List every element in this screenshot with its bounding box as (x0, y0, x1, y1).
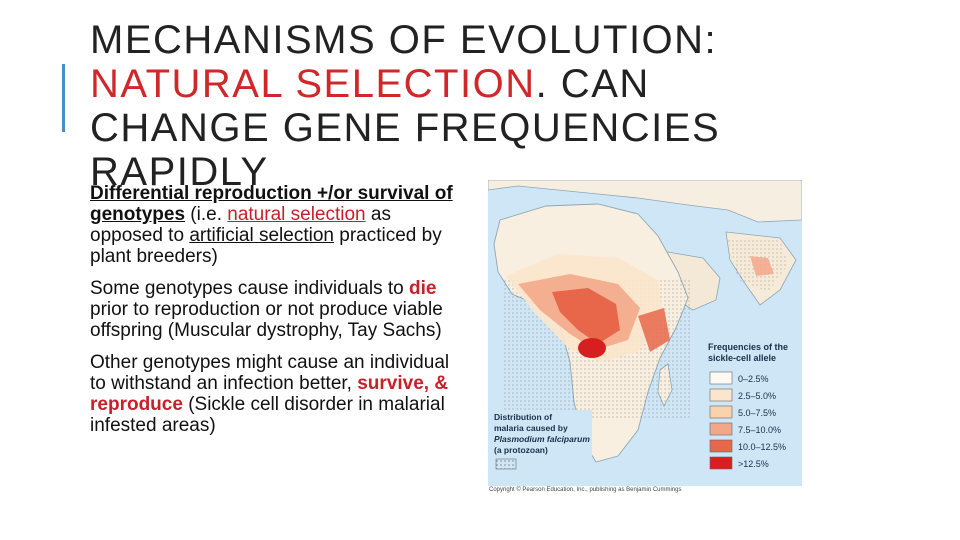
sickle-cell-legend: 0–2.5% 2.5–5.0% 5.0–7.5% 7.5–10.0% 10.0–12.5… (709, 371, 786, 470)
p2-text-1: Some genotypes cause individuals to (90, 278, 409, 299)
title-line-3: CHANGE GENE FREQUENCIES (90, 106, 721, 150)
p2-text-2: prior to reproduction or not produce via… (90, 299, 443, 341)
legend-label: 7.5–10.0% (738, 425, 781, 435)
p1-text-1: (i.e. (185, 204, 228, 225)
legend-title-box (704, 340, 802, 366)
legend-label: 0–2.5% (738, 374, 769, 384)
artificial-selection-term: artificial selection (189, 225, 334, 246)
legend-swatch (709, 405, 733, 419)
malaria-caption-line-4: (a protozoan) (494, 445, 548, 455)
slide-title: MECHANISMS OF EVOLUTION: NATURAL SELECTI… (90, 18, 790, 194)
legend-swatch (709, 422, 733, 436)
figure-copyright: Copyright © Pearson Education, Inc., pub… (489, 487, 682, 493)
freq-india-spot (750, 256, 774, 276)
p3-text-2: (Sickle cell disorder in malarial infest… (90, 394, 445, 436)
freq-band-east (638, 308, 670, 352)
malaria-caption-line-2: malaria caused by (494, 423, 568, 433)
legend-label: 10.0–12.5% (738, 442, 786, 452)
title-natural-selection: NATURAL SELECTION (90, 62, 536, 106)
p1-text-2: as opposed to (90, 204, 391, 246)
legend-label: >12.5% (738, 459, 769, 469)
body-text: Differential reproduction +/or survival … (90, 183, 460, 447)
legend-swatch (709, 439, 733, 453)
paragraph-differential-reproduction: Differential reproduction +/or survival … (90, 183, 460, 267)
freq-band-max (578, 338, 606, 358)
legend-swatch (709, 371, 733, 385)
legend-swatch (709, 388, 733, 402)
p1-text-3: practiced by plant breeders) (90, 225, 442, 267)
survive-reproduce-term: survive, & reproduce (90, 373, 449, 415)
paragraph-genotypes-die: Some genotypes cause individuals to die … (90, 278, 460, 341)
legend-label: 2.5–5.0% (738, 391, 776, 401)
malaria-swatch (495, 458, 517, 470)
legend-swatch (709, 456, 733, 470)
legend-label: 5.0–7.5% (738, 408, 776, 418)
die-term: die (408, 278, 437, 299)
differential-reproduction-term: Differential reproduction +/or survival … (90, 183, 453, 225)
legend-title-line-1: Frequencies of the (708, 342, 788, 352)
land-europe-asia (488, 180, 802, 223)
natural-selection-term: natural selection (227, 204, 366, 225)
malaria-caption-box (488, 410, 592, 466)
malaria-caption-line-1: Distribution of (494, 412, 552, 422)
title-line-2: NATURAL SELECTION. CAN (90, 62, 790, 106)
paragraph-genotypes-survive: Other genotypes might cause an individua… (90, 352, 460, 436)
legend-title-line-2: sickle-cell allele (708, 353, 776, 363)
freq-band-high (552, 288, 620, 344)
malaria-caption-line-3: Plasmodium falciparum (494, 434, 590, 444)
title-line-1: MECHANISMS OF EVOLUTION: (90, 18, 718, 62)
p3-text-1: Other genotypes might cause an individua… (90, 352, 450, 394)
sickle-cell-malaria-map: Frequencies of the sickle-cell allele 0–… (488, 180, 802, 486)
title-line-4: RAPIDLY (90, 150, 269, 194)
title-line-2-rest: . CAN (535, 62, 650, 106)
title-accent-bar (62, 64, 65, 132)
